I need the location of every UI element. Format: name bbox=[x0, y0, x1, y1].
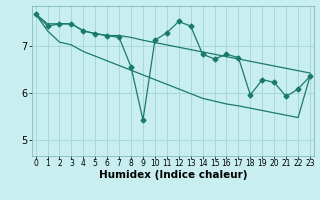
X-axis label: Humidex (Indice chaleur): Humidex (Indice chaleur) bbox=[99, 170, 247, 180]
